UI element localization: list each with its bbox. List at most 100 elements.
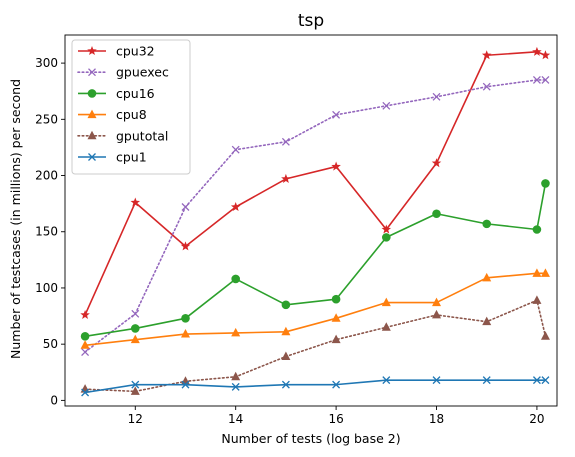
- series-gpuexec: [81, 76, 550, 356]
- data-point: [540, 50, 551, 60]
- legend-marker: [88, 68, 96, 77]
- series-cpu32: [80, 46, 551, 319]
- data-point: [482, 316, 492, 326]
- data-point: [432, 297, 442, 307]
- data-point: [231, 145, 240, 154]
- data-point: [331, 313, 341, 322]
- data-point: [381, 297, 391, 307]
- plot-frame: [64, 34, 558, 407]
- legend-label: gpuexec: [116, 65, 169, 80]
- data-point: [131, 309, 140, 318]
- legend-marker: [88, 153, 96, 161]
- x-tick-label: 16: [328, 412, 343, 426]
- data-point: [331, 294, 341, 304]
- data-point: [532, 295, 542, 304]
- data-point: [131, 380, 140, 389]
- data-point: [181, 203, 190, 211]
- y-tick-label: 150: [35, 225, 58, 239]
- data-point: [541, 376, 550, 385]
- data-point: [541, 76, 550, 84]
- data-point: [431, 158, 442, 168]
- data-point: [482, 219, 492, 229]
- data-point: [382, 101, 391, 110]
- y-tick-label: 0: [50, 393, 58, 407]
- data-point: [230, 202, 241, 212]
- legend-marker: [87, 46, 97, 56]
- series-cpu16: [80, 179, 550, 341]
- data-point: [231, 327, 241, 337]
- data-point: [130, 197, 141, 207]
- data-point: [332, 380, 341, 389]
- x-axis-label: Number of tests (log base 2): [221, 431, 400, 446]
- x-tick-label: 12: [128, 412, 143, 426]
- y-tick-label: 300: [35, 56, 58, 70]
- data-point: [81, 348, 90, 356]
- data-point: [382, 376, 391, 385]
- data-point: [532, 268, 542, 277]
- data-point: [231, 382, 240, 391]
- y-tick-label: 200: [35, 169, 58, 183]
- chart-title: tsp: [298, 11, 324, 31]
- y-tick-label: 50: [43, 337, 58, 351]
- data-point: [180, 241, 191, 251]
- y-tick-label: 100: [35, 281, 58, 295]
- data-point: [281, 380, 290, 389]
- series-line: [84, 272, 546, 347]
- legend-label: cpu1: [116, 150, 147, 165]
- data-point: [481, 50, 492, 60]
- data-point: [381, 224, 392, 234]
- data-point: [332, 110, 341, 119]
- data-point: [281, 173, 291, 183]
- data-point: [180, 329, 190, 338]
- x-tick-label: 20: [529, 412, 544, 426]
- series-cpu1: [81, 376, 550, 397]
- y-tick-label: 250: [35, 112, 58, 126]
- data-point: [331, 161, 341, 171]
- legend-box: [71, 39, 191, 175]
- data-point: [541, 179, 550, 188]
- data-point: [281, 300, 291, 310]
- data-point: [532, 76, 541, 84]
- data-point: [130, 324, 140, 333]
- data-point: [432, 376, 441, 385]
- data-point: [482, 376, 491, 385]
- data-point: [540, 331, 550, 340]
- data-point: [80, 309, 90, 319]
- data-point: [281, 326, 291, 336]
- legend-label: cpu32: [116, 44, 155, 59]
- data-point: [130, 386, 140, 395]
- plot-area: [80, 46, 551, 397]
- legend-marker: [87, 130, 97, 140]
- data-point: [482, 82, 491, 91]
- legend-marker: [87, 89, 97, 98]
- y-axis-label: Number of testcases (in millions) per se…: [8, 79, 23, 359]
- series-line: [84, 183, 547, 338]
- data-point: [532, 376, 541, 385]
- series-line: [84, 379, 546, 394]
- data-point: [432, 209, 441, 219]
- legend-label: cpu8: [116, 107, 147, 122]
- legend-marker: [87, 109, 97, 119]
- data-point: [80, 340, 90, 349]
- data-point: [382, 233, 391, 242]
- data-point: [80, 331, 90, 341]
- data-point: [81, 388, 90, 397]
- legend-label: gputotal: [116, 128, 168, 143]
- series-cpu8: [80, 268, 550, 349]
- data-point: [432, 309, 442, 319]
- x-tick-label: 14: [228, 412, 243, 426]
- data-point: [432, 92, 441, 101]
- data-point: [130, 334, 140, 344]
- x-tick-label: 18: [429, 412, 444, 426]
- data-point: [331, 334, 341, 344]
- legend-label: cpu16: [116, 86, 155, 101]
- data-point: [281, 351, 291, 361]
- data-point: [181, 380, 190, 389]
- data-point: [231, 371, 241, 381]
- data-point: [532, 46, 542, 56]
- legend: cpu32 gpuexec cpu16 cpu8 gputotal cpu1: [71, 39, 191, 175]
- data-point: [540, 268, 550, 277]
- data-point: [532, 225, 542, 234]
